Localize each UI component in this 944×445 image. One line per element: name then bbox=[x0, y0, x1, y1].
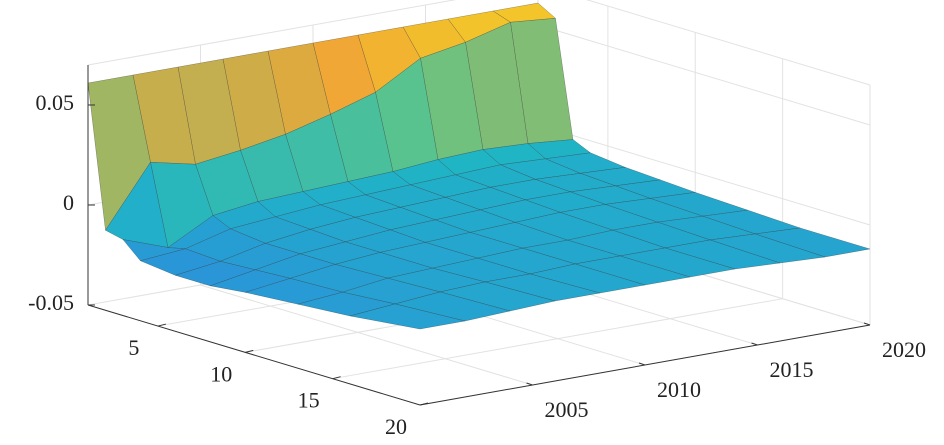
y-tick-label: 2020 bbox=[882, 337, 926, 362]
box-edge bbox=[586, 0, 871, 86]
y-tick-label: 2010 bbox=[657, 377, 701, 402]
x-tick-label: 5 bbox=[128, 335, 139, 360]
x-tick bbox=[332, 376, 341, 380]
grid-line bbox=[537, 24, 871, 126]
x-tick-label: 10 bbox=[210, 361, 232, 386]
x-tick bbox=[245, 349, 254, 353]
y-tick bbox=[638, 362, 646, 366]
y-tick bbox=[526, 382, 533, 386]
grid-line bbox=[537, 124, 871, 226]
z-tick-label: 0 bbox=[63, 190, 74, 215]
y-tick-label: 2005 bbox=[545, 397, 589, 422]
grid-line bbox=[200, 284, 533, 386]
z-tick-label: 0.05 bbox=[36, 90, 75, 115]
box-edge bbox=[87, 0, 457, 66]
z-tick-label: -0.05 bbox=[28, 290, 74, 315]
y-tick bbox=[863, 322, 871, 326]
x-axis bbox=[87, 304, 421, 406]
x-tick-label: 20 bbox=[385, 414, 407, 439]
y-tick-label: 2015 bbox=[770, 357, 814, 382]
x-tick-label: 15 bbox=[298, 388, 320, 413]
x-tick bbox=[419, 402, 429, 406]
x-tick bbox=[157, 323, 167, 327]
y-tick bbox=[751, 342, 758, 346]
surface-patch bbox=[350, 303, 466, 330]
